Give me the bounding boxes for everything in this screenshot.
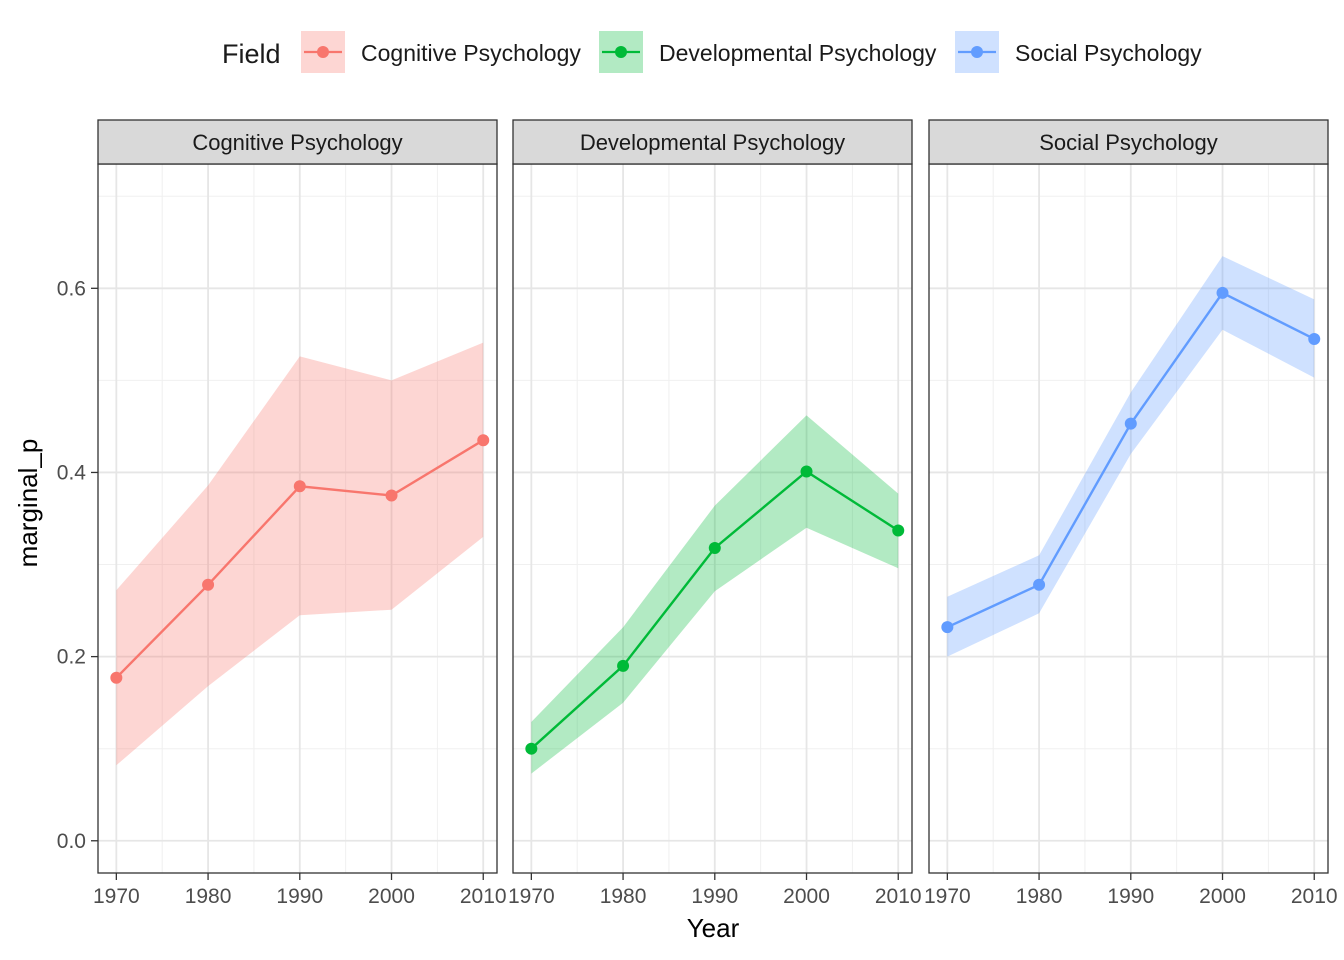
confidence-band-social-psychology [947,256,1315,657]
data-point-1980 [617,659,630,672]
data-point-2010 [1308,332,1321,345]
data-point-2000 [800,465,813,478]
legend-label: Developmental Psychology [659,40,937,66]
x-tick-label: 1990 [1107,885,1154,908]
panel-background [513,164,912,873]
data-point-2000 [1216,286,1229,299]
x-tick-label: 2000 [1199,885,1246,908]
legend-key-point [971,46,983,58]
data-point-1990 [708,541,721,554]
x-tick-label: 1970 [924,885,971,908]
data-point-1970 [941,621,954,634]
panel-developmental-psychology: Developmental Psychology 1970 1980 1990 2000… [508,119,922,908]
confidence-band-developmental-psychology [531,415,899,774]
facet-strip [512,119,913,165]
data-point-2000 [385,489,398,502]
panel-cognitive-psychology: Cognitive Psychology 1970 1980 1990 2000 2010… [57,119,507,908]
panel-social-psychology: Social Psychology 1970 1980 1990 2000 2010 [924,119,1338,908]
y-tick-label: 0.4 [57,461,87,484]
x-tick-label: 1980 [600,885,647,908]
facet-strip-label: Social Psychology [1039,130,1218,155]
y-axis-title: marginal_p [13,439,43,568]
data-point-2010 [892,524,905,537]
y-tick-label: 0.2 [57,646,86,669]
x-tick-label: 2010 [1291,885,1338,908]
legend-entry-cognitive-psychology: Cognitive Psychology [301,31,581,73]
x-tick-label: 2000 [368,885,415,908]
x-tick-label: 2010 [875,885,922,908]
x-tick-label: 2000 [783,885,830,908]
legend: Field Cognitive Psychology Developmental … [222,31,1202,73]
x-tick-label: 1970 [508,885,555,908]
data-point-1980 [1033,578,1046,591]
legend-entry-social-psychology: Social Psychology [955,31,1202,73]
data-point-2010 [477,434,490,447]
x-tick-label: 1980 [185,885,232,908]
y-tick-label: 0.6 [57,277,86,300]
data-point-1990 [293,480,306,493]
legend-key-point [615,46,627,58]
legend-key-point [317,46,329,58]
x-axis-title: Year [687,913,740,943]
legend-label: Social Psychology [1015,40,1202,66]
data-point-1970 [525,742,538,755]
legend-title: Field [222,39,281,69]
x-tick-label: 1990 [276,885,323,908]
facet-strip-label: Developmental Psychology [580,130,845,155]
facet-strip-label: Cognitive Psychology [192,130,402,155]
x-tick-label: 2010 [460,885,507,908]
legend-label: Cognitive Psychology [361,40,581,66]
x-tick-label: 1980 [1016,885,1063,908]
legend-entry-developmental-psychology: Developmental Psychology [599,31,937,73]
x-tick-label: 1970 [93,885,140,908]
data-point-1990 [1124,417,1137,430]
facet-strip [928,119,1329,165]
panel-background [929,164,1328,873]
data-point-1980 [202,578,215,591]
x-tick-label: 1990 [691,885,738,908]
facet-strip [97,119,498,165]
data-point-1970 [110,671,123,684]
panel-background [98,164,497,873]
y-tick-label: 0.0 [57,830,86,853]
confidence-band-cognitive-psychology [116,342,484,766]
